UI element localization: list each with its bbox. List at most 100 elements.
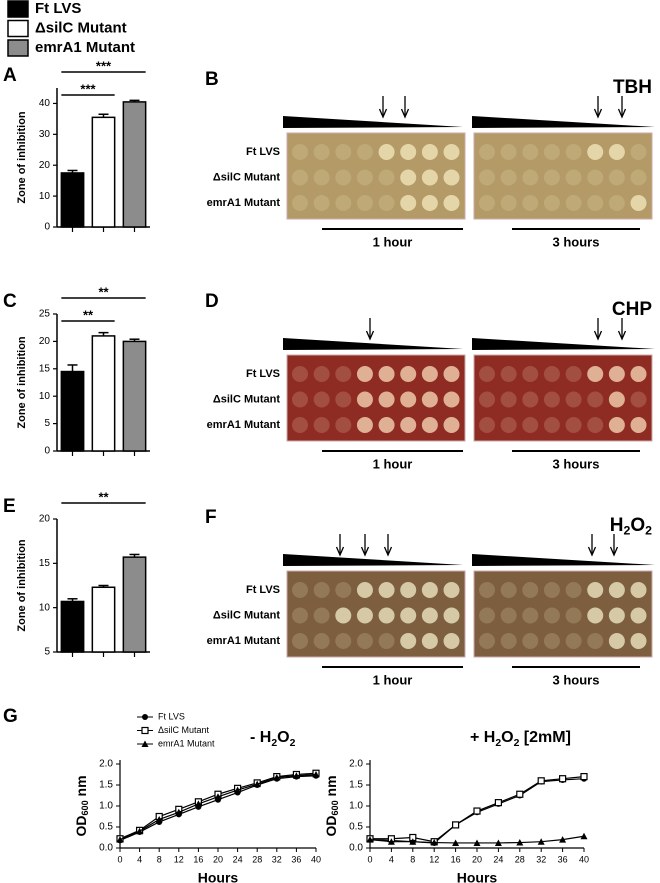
time-label: 1 hour — [373, 456, 413, 471]
colony-spot — [378, 391, 395, 408]
data-point — [537, 777, 545, 785]
legend-label: Ft LVS — [35, 0, 81, 17]
colony-spot — [421, 366, 438, 382]
plate-image — [473, 132, 653, 220]
colony-spot — [543, 195, 560, 211]
x-axis-label: Hours — [198, 870, 239, 883]
colony-spot — [335, 144, 352, 160]
data-point — [194, 800, 202, 807]
chart-title-part: [2mM] — [519, 729, 571, 746]
arrow-head — [378, 108, 388, 119]
colony-spot — [378, 633, 395, 649]
colony-spot — [443, 582, 460, 598]
x-tick-label: 32 — [272, 854, 282, 864]
legend-marker — [141, 726, 149, 735]
panel-letter: D — [205, 291, 219, 312]
colony-spot — [292, 169, 308, 186]
colony-spot — [500, 391, 517, 408]
colony-spot — [630, 144, 647, 160]
colony-spot — [630, 417, 647, 433]
data-point — [175, 808, 183, 816]
colony-spot — [608, 582, 625, 598]
colony-spot — [500, 582, 517, 598]
colony-spot — [608, 607, 625, 624]
y-axis-label-part: nm — [73, 775, 89, 800]
y-tick-label: 2.0 — [349, 759, 363, 770]
colony-spot — [479, 195, 495, 211]
y-tick-label: 40 — [39, 98, 51, 109]
colony-spot — [292, 195, 308, 211]
chart-title-part: 2 — [290, 738, 296, 749]
arrow-head — [609, 546, 619, 557]
reagent-label: H2O2 — [610, 515, 652, 538]
data-point — [580, 832, 588, 840]
reagent-label-part: CHP — [612, 299, 652, 320]
colony-spot — [443, 144, 460, 160]
colony-spot — [543, 391, 560, 408]
colony-spot — [292, 417, 308, 433]
colony-spot — [400, 607, 417, 624]
colony-spot — [500, 144, 517, 160]
reagent-label-part: O — [630, 515, 645, 536]
plate-image — [286, 354, 466, 442]
colony-spot — [400, 366, 417, 382]
data-point — [387, 838, 395, 845]
y-tick-label: 5 — [44, 647, 50, 658]
colony-spot — [522, 144, 539, 160]
bar — [91, 335, 116, 452]
y-tick-label: 15 — [39, 363, 51, 374]
x-tick-label: 4 — [389, 854, 394, 864]
colony-spot — [356, 582, 373, 598]
colony-spot — [313, 169, 330, 186]
chart-title-part: O — [277, 729, 289, 746]
colony-spot — [421, 195, 438, 211]
data-point — [537, 838, 545, 845]
plate-image — [286, 570, 466, 658]
colony-spot — [500, 169, 517, 186]
colony-spot — [335, 195, 352, 211]
colony-spot — [522, 391, 539, 408]
y-tick-label: 0 — [44, 446, 50, 457]
colony-spot — [313, 417, 330, 433]
legend-swatch — [7, 39, 29, 57]
x-tick-label: 0 — [117, 854, 122, 864]
x-tick-label: 8 — [410, 854, 415, 864]
data-point — [516, 839, 524, 846]
data-point — [516, 790, 524, 798]
legend-label: emrA1 Mutant — [35, 39, 135, 56]
data-point — [409, 838, 417, 845]
x-tick-label: 20 — [213, 854, 223, 864]
y-tick-label: 20 — [39, 160, 51, 171]
colony-spot — [443, 633, 460, 649]
colony-spot — [335, 169, 352, 186]
legend-label: emrA1 Mutant — [158, 738, 215, 748]
data-point — [473, 839, 481, 846]
colony-spot — [356, 607, 373, 624]
colony-spot — [522, 582, 539, 598]
y-tick-label: 10 — [39, 191, 51, 202]
bar — [122, 101, 147, 228]
data-point — [214, 793, 222, 800]
legend-marker — [141, 740, 149, 747]
colony-spot — [378, 582, 395, 598]
y-tick-label: 10 — [39, 602, 51, 613]
colony-spot — [378, 144, 395, 160]
row-label: ΔsilC Mutant — [213, 171, 281, 183]
colony-spot — [479, 633, 495, 649]
colony-spot — [443, 417, 460, 433]
colony-spot — [500, 417, 517, 433]
panel-letter: E — [3, 496, 16, 517]
y-axis-label-part: 600 — [331, 800, 341, 815]
colony-spot — [400, 195, 417, 211]
colony-spot — [356, 417, 373, 433]
colony-spot — [500, 633, 517, 649]
colony-spot — [565, 195, 582, 211]
significance-label: *** — [80, 81, 96, 96]
x-tick-label: 20 — [472, 854, 482, 864]
time-label: 1 hour — [373, 234, 413, 249]
colony-spot — [378, 417, 395, 433]
colony-spot — [565, 607, 582, 624]
row-label: Ft LVS — [246, 368, 280, 380]
arrow-head — [365, 330, 375, 341]
colony-spot — [443, 391, 460, 408]
